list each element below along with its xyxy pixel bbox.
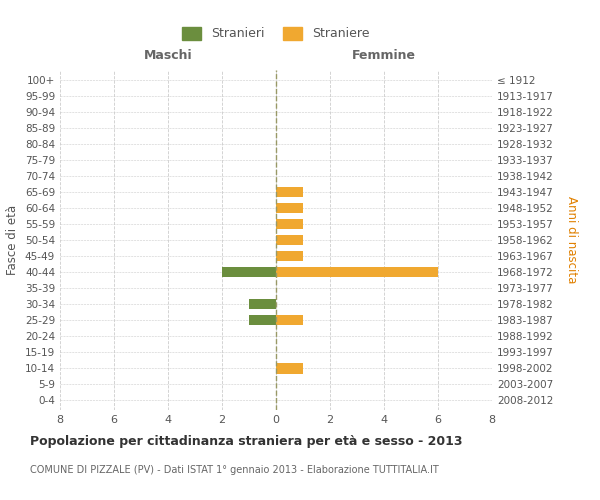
Y-axis label: Fasce di età: Fasce di età: [7, 205, 19, 275]
Bar: [249, 315, 276, 326]
Text: Popolazione per cittadinanza straniera per età e sesso - 2013: Popolazione per cittadinanza straniera p…: [30, 435, 463, 448]
Text: COMUNE DI PIZZALE (PV) - Dati ISTAT 1° gennaio 2013 - Elaborazione TUTTITALIA.IT: COMUNE DI PIZZALE (PV) - Dati ISTAT 1° g…: [30, 465, 439, 475]
Bar: [222, 267, 276, 278]
Bar: [276, 186, 303, 197]
Bar: [276, 202, 303, 213]
Text: Maschi: Maschi: [143, 49, 193, 62]
Bar: [276, 315, 303, 326]
Legend: Stranieri, Straniere: Stranieri, Straniere: [178, 22, 374, 46]
Bar: [276, 218, 303, 229]
Y-axis label: Anni di nascita: Anni di nascita: [565, 196, 578, 284]
Text: Femmine: Femmine: [352, 49, 416, 62]
Bar: [276, 363, 303, 374]
Bar: [276, 267, 438, 278]
Bar: [276, 235, 303, 245]
Bar: [276, 251, 303, 261]
Bar: [249, 299, 276, 310]
